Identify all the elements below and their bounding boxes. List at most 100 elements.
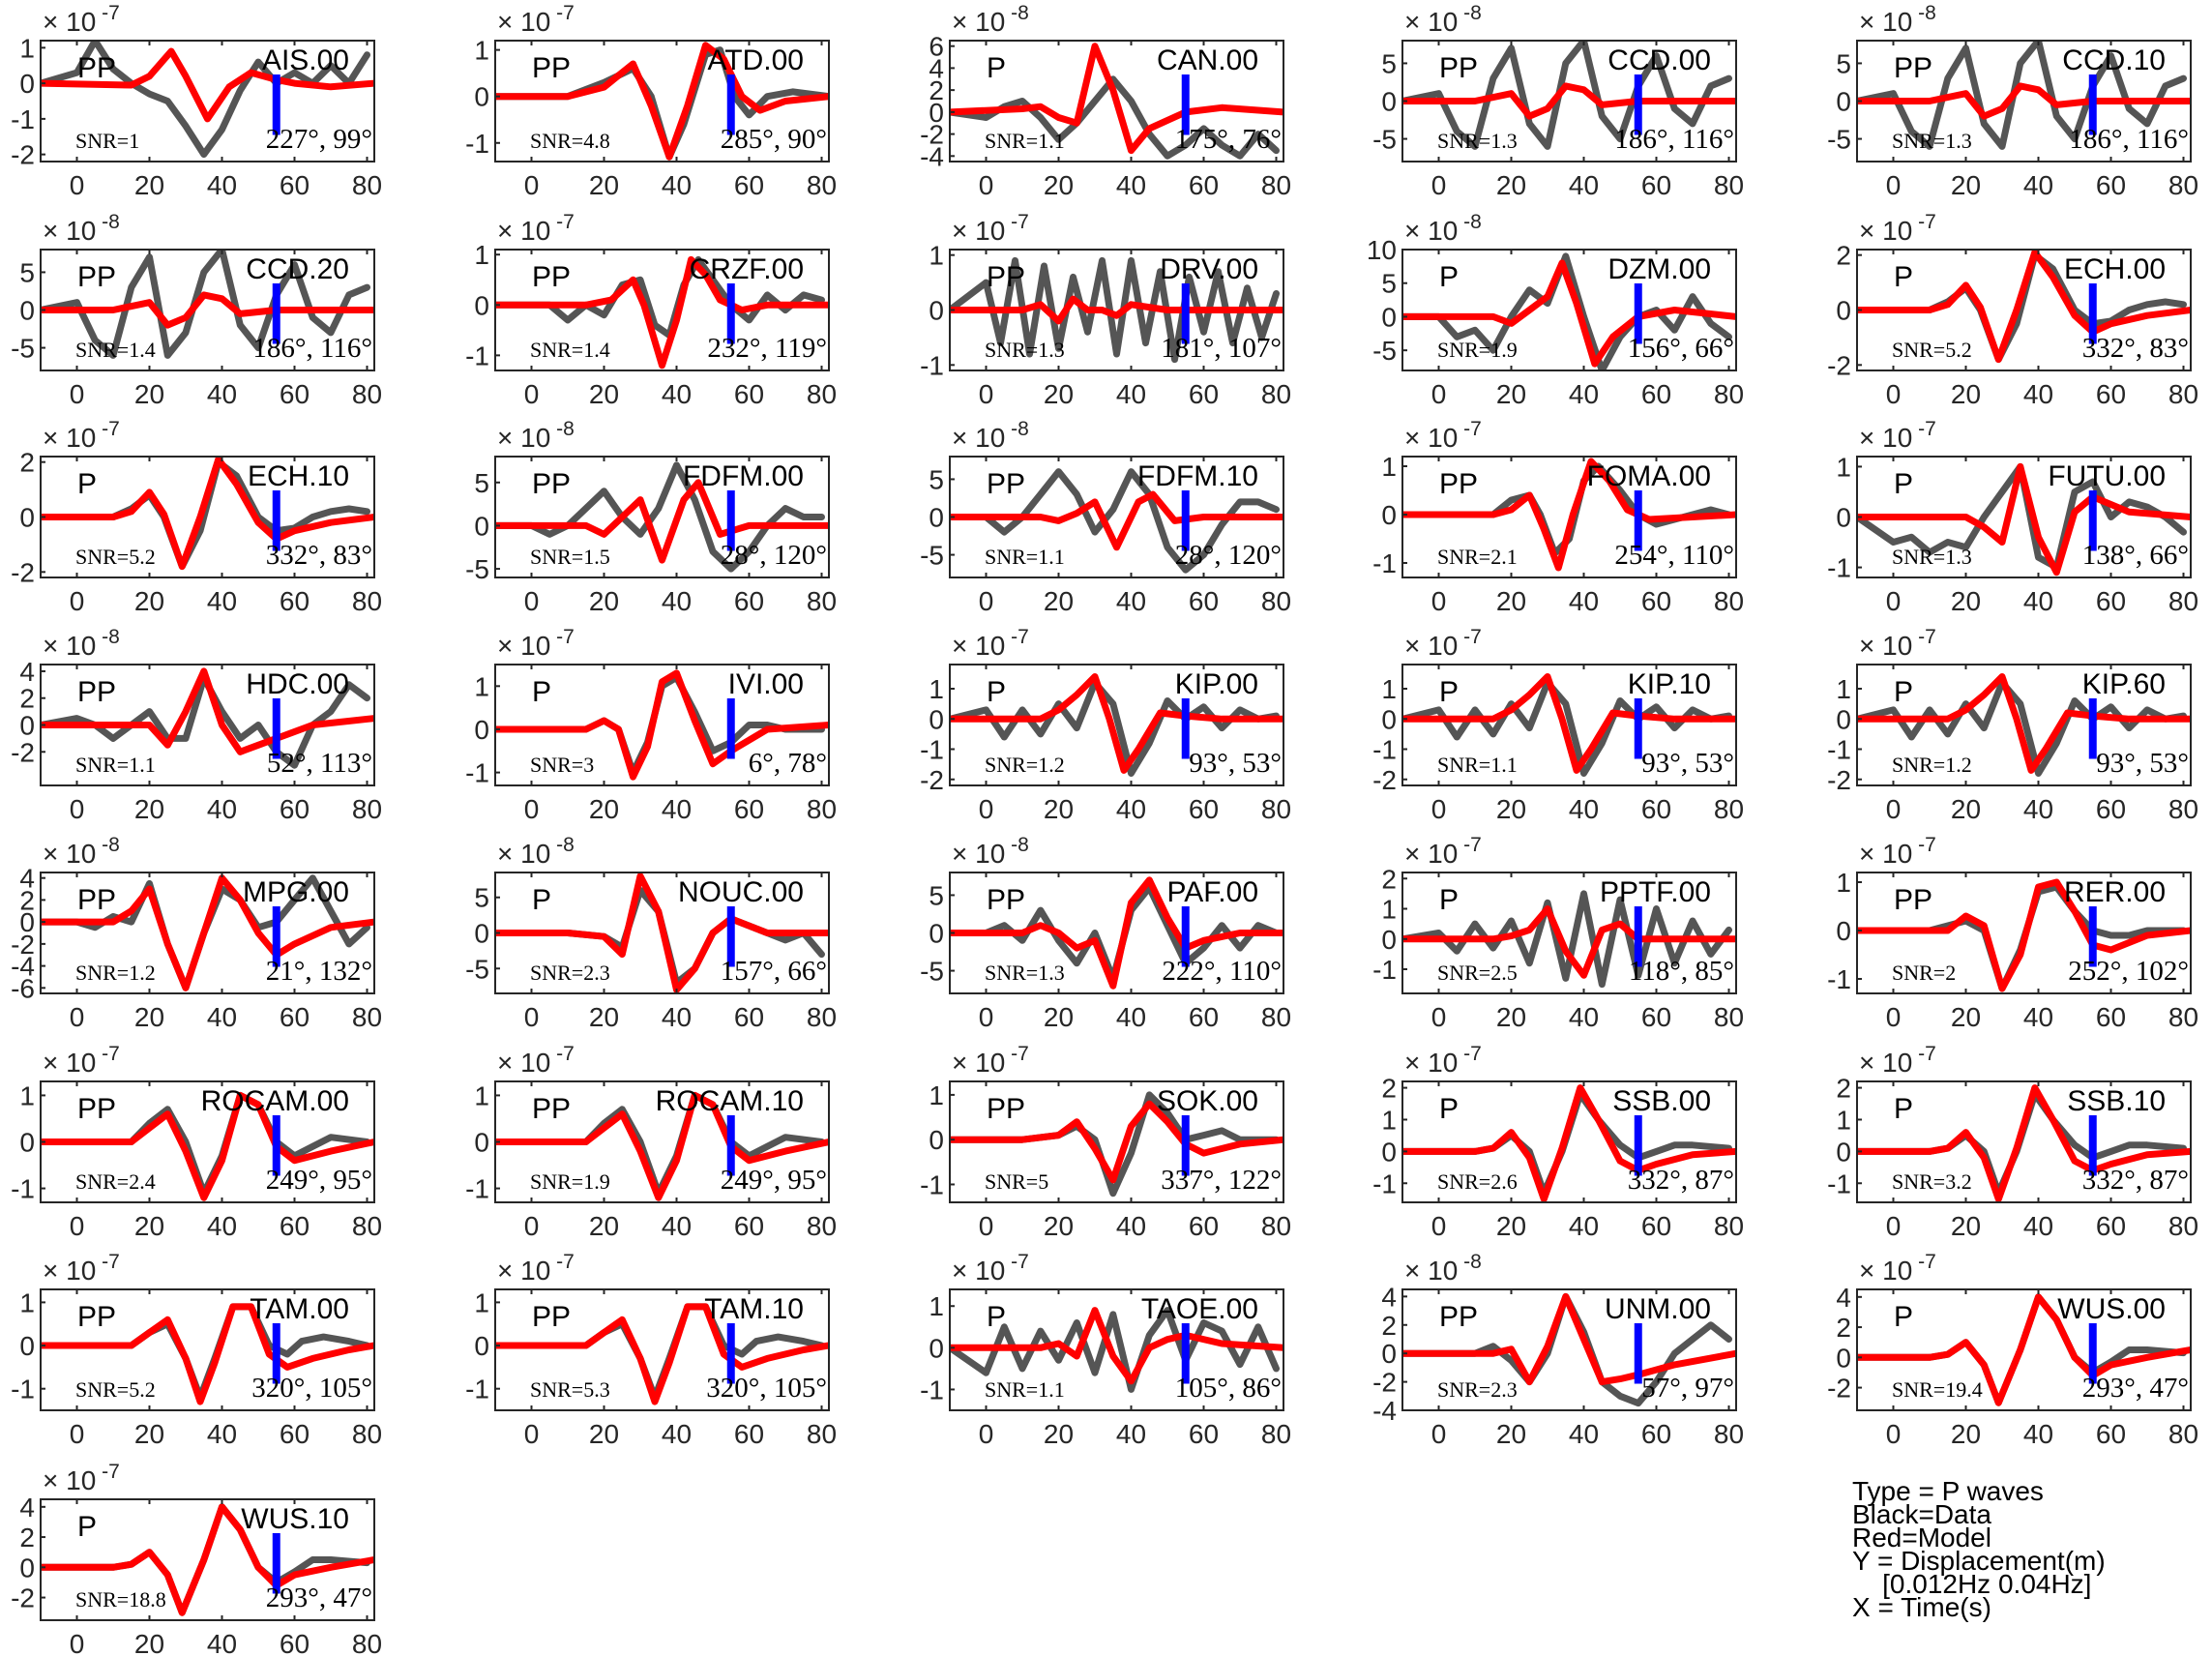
y-tick-label: -5 [465, 554, 489, 584]
x-tick-label: 80 [1714, 170, 1744, 200]
x-tick-label: 60 [1641, 1211, 1671, 1241]
x-tick-label: 0 [70, 170, 85, 200]
x-tick-label: 0 [1431, 1002, 1447, 1032]
y-tick-label: 0 [929, 503, 944, 533]
phase-label: PP [1439, 52, 1478, 84]
y-exponent-label: × 10 -7 [497, 211, 575, 246]
x-tick-label: 60 [1189, 1419, 1219, 1449]
phase-label: PP [532, 1301, 571, 1333]
model-trace [1857, 462, 2191, 577]
phase-label: P [1894, 676, 1913, 708]
phase-label: PP [77, 676, 116, 708]
phase-label: P [1894, 261, 1913, 293]
y-exponent-label: × 10 -7 [497, 1251, 575, 1286]
panel-tam-00: 0 20 40 60 80 -1 0 1 × 10 -7 PP TAM.00 SNR=5.2 320°,… [11, 1251, 382, 1449]
y-tick-label: 1 [1836, 1105, 1851, 1135]
x-tick-label: 20 [589, 170, 619, 200]
y-exponent-label: × 10 -7 [952, 1043, 1029, 1078]
y-exponent-label: × 10 -8 [1404, 1251, 1482, 1286]
phase-label: P [1439, 261, 1459, 293]
x-tick-label: 0 [979, 794, 994, 824]
y-tick-label: -1 [11, 104, 35, 134]
station-label: KIP.00 [1175, 668, 1258, 700]
axes-box [494, 664, 830, 786]
y-tick-label: 5 [929, 464, 944, 494]
y-tick-label: 0 [929, 296, 944, 326]
x-tick-label: 60 [280, 170, 310, 200]
model-trace [1402, 1292, 1736, 1386]
y-exponent-label: × 10 -7 [1859, 418, 1936, 453]
phase-label: PP [1439, 468, 1478, 500]
y-tick-label: 0 [1836, 296, 1851, 326]
phase-label: PP [1894, 884, 1932, 916]
phase-label: PP [987, 468, 1025, 500]
station-label: ECH.00 [2064, 253, 2166, 285]
y-tick-label: 0 [1381, 302, 1397, 332]
snr-label: SNR=3 [530, 753, 594, 777]
y-tick-label: 0 [929, 704, 944, 734]
x-tick-label: 20 [1496, 1419, 1526, 1449]
x-tick-label: 80 [352, 379, 382, 409]
y-tick-label: -1 [920, 735, 944, 765]
axes-box [494, 456, 830, 578]
y-exponent-label: × 10 -7 [952, 626, 1029, 661]
station-label: CCD.10 [2062, 44, 2166, 76]
model-trace [41, 1091, 374, 1201]
snr-label: SNR=2.4 [75, 1169, 156, 1194]
station-label: DZM.00 [1607, 253, 1711, 285]
snr-label: SNR=1.2 [75, 961, 156, 985]
snr-label: SNR=1.9 [1437, 338, 1518, 362]
y-tick-label: -2 [11, 930, 35, 960]
x-tick-label: 20 [1044, 586, 1074, 616]
station-label: ROCAM.00 [201, 1085, 349, 1117]
data-trace [41, 250, 370, 359]
snr-label: SNR=2.1 [1437, 545, 1518, 569]
x-tick-label: 80 [1261, 1419, 1291, 1449]
phase-label: PP [1894, 52, 1932, 84]
x-tick-label: 20 [1496, 1211, 1526, 1241]
phase-label: PP [987, 1093, 1025, 1125]
x-tick-label: 20 [589, 1419, 619, 1449]
data-trace [1402, 890, 1732, 989]
panel-taoe-00: 0 20 40 60 80 -1 0 1 × 10 -7 P TAOE.00 SNR=1.1 105°,… [920, 1251, 1291, 1449]
x-tick-label: 60 [734, 170, 764, 200]
x-tick-label: 0 [70, 1002, 85, 1032]
y-tick-label: -1 [1827, 964, 1851, 994]
azimuth-label: 249°, 95° [266, 1165, 372, 1196]
x-tick-label: 20 [1951, 170, 1981, 200]
x-tick-label: 40 [2023, 1002, 2053, 1032]
x-tick-label: 60 [1189, 1002, 1219, 1032]
station-label: MPG.00 [243, 876, 349, 908]
snr-label: SNR=1.1 [985, 129, 1065, 153]
y-tick-label: -2 [1827, 1374, 1851, 1404]
snr-label: SNR=18.8 [75, 1587, 166, 1612]
legend-line-y: Y = Displacement(m) [1852, 1546, 2106, 1576]
x-tick-label: 20 [1951, 586, 1981, 616]
x-tick-label: 40 [1569, 586, 1599, 616]
panel-ech-10: 0 20 40 60 80 -2 0 2 × 10 -7 P ECH.10 SNR=5.2 332°, … [11, 418, 382, 616]
x-tick-label: 0 [524, 1002, 540, 1032]
x-tick-label: 20 [1044, 1419, 1074, 1449]
x-tick-label: 0 [70, 1629, 85, 1656]
data-trace [1402, 41, 1732, 150]
x-tick-label: 80 [352, 1211, 382, 1241]
x-tick-label: 80 [807, 1211, 837, 1241]
station-label: IVI.00 [728, 668, 804, 700]
y-tick-label: -4 [11, 952, 35, 982]
y-tick-label: 0 [474, 715, 489, 745]
x-tick-label: 40 [1569, 170, 1599, 200]
y-tick-label: -1 [1827, 1168, 1851, 1198]
y-exponent-label: × 10 -7 [43, 1461, 120, 1495]
panel-ccd-10: 0 20 40 60 80 -5 0 5 × 10 -8 PP CCD.10 SNR=1.3 186°,… [1827, 2, 2198, 200]
y-tick-label: 2 [1381, 1311, 1397, 1341]
snr-label: SNR=1.4 [75, 338, 156, 362]
x-tick-label: 40 [1569, 379, 1599, 409]
phase-label: P [77, 1511, 97, 1543]
y-tick-label: 5 [474, 883, 489, 913]
y-tick-label: 1 [19, 33, 35, 63]
x-tick-label: 0 [1886, 586, 1902, 616]
y-tick-label: -1 [920, 350, 944, 380]
